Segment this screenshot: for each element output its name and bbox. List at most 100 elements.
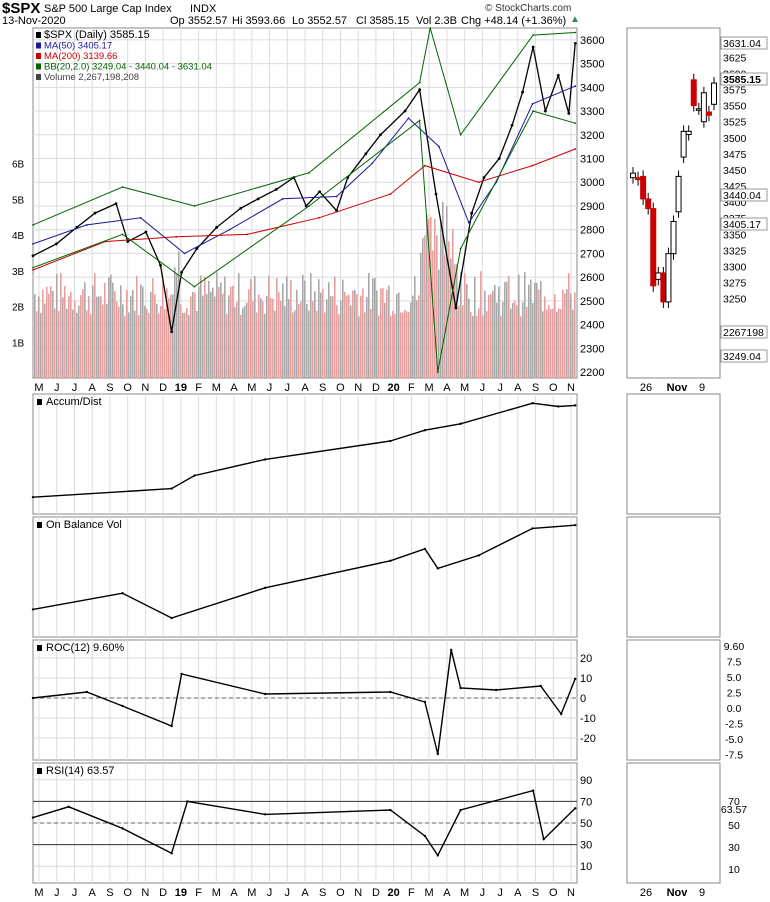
volume-bar — [182, 312, 184, 378]
candle-body — [685, 130, 692, 136]
x-tick-label: J — [285, 887, 291, 899]
volume-bar — [72, 309, 74, 378]
volume-bar — [428, 218, 430, 378]
candle-body — [690, 79, 697, 107]
header-name: S&P 500 Large Cap Index — [44, 3, 172, 15]
candle-body — [655, 272, 662, 280]
volume-bar — [486, 311, 488, 378]
x-tick-label: J — [267, 887, 273, 899]
legend-entry: Volume 2,267,198,208 — [44, 72, 139, 83]
rsi-point — [67, 805, 70, 808]
volume-bar — [128, 312, 130, 378]
volume-bar — [410, 302, 412, 378]
zoom-frame-rsi — [626, 762, 721, 884]
volume-bar — [456, 264, 458, 378]
price-point — [318, 190, 322, 194]
x-tick-label: M — [425, 887, 434, 899]
volume-bar — [290, 280, 292, 378]
price-tick-label: 3400 — [580, 82, 604, 94]
volume-bar — [306, 303, 308, 378]
price-tick-label: 3500 — [580, 59, 604, 71]
x-tick-label: M — [425, 382, 434, 394]
volume-bar — [494, 285, 496, 378]
price-point — [510, 123, 514, 127]
volume-bar — [120, 285, 122, 378]
accum_dist-point — [389, 439, 392, 443]
price-point — [407, 117, 410, 120]
price-point — [215, 225, 219, 229]
zoom-frame-ad — [626, 393, 721, 515]
volume-bar — [332, 296, 334, 378]
candle-body — [635, 177, 642, 181]
volume-bar — [474, 277, 476, 378]
volume-bar — [260, 298, 262, 378]
obv-point — [31, 608, 35, 611]
volume-bar — [572, 309, 574, 378]
volume-bar — [40, 312, 42, 378]
volume-bar — [552, 308, 554, 378]
price-point — [318, 216, 320, 219]
price-point — [31, 254, 35, 258]
volume-bar — [204, 276, 206, 378]
volume-bar — [246, 302, 248, 378]
volume-bar — [88, 296, 90, 378]
volume-bar — [358, 316, 360, 378]
price-point — [424, 164, 426, 167]
price-point — [470, 211, 474, 215]
candle-body — [705, 111, 712, 116]
price-point — [556, 74, 560, 77]
volume-bar — [64, 286, 66, 378]
price-point — [403, 109, 407, 113]
zoom-roc-tick: -7.5 — [725, 750, 743, 762]
price-point — [531, 45, 535, 49]
volume-bar — [52, 291, 54, 378]
roc-point — [574, 677, 577, 680]
accum_dist-point — [574, 404, 577, 407]
volume-bar — [322, 288, 324, 378]
volume-bar — [406, 311, 408, 378]
x-tick-label: F — [195, 887, 202, 899]
roc-point — [85, 690, 89, 694]
volume-bar — [162, 280, 164, 378]
volume-bar — [510, 308, 512, 378]
candle-body — [670, 220, 677, 255]
roc-point — [180, 672, 183, 676]
volume-bar — [416, 300, 418, 378]
x-tick-label: M — [460, 887, 469, 899]
accum_dist-point — [193, 474, 196, 477]
roc-point — [560, 712, 563, 716]
volume-bar — [502, 301, 504, 378]
volume-bar — [400, 312, 402, 378]
zoom-roc-tick: -5.0 — [725, 734, 743, 746]
zoom-value-tag — [720, 72, 768, 86]
zoom-price-tick: 3575 — [723, 84, 747, 96]
price-tick-label: 2800 — [580, 225, 604, 237]
volume-bar — [240, 314, 242, 378]
zoom-value-tag-text: 3440.04 — [723, 190, 761, 202]
x-tick-label: J — [497, 382, 503, 394]
zoom-price-tick: 3525 — [723, 117, 747, 129]
price-point — [281, 197, 284, 200]
volume-bar — [270, 298, 272, 378]
price-tick-label: 3200 — [580, 130, 604, 142]
header-symbol: $SPX — [2, 0, 41, 17]
price-tick-label: 3600 — [580, 35, 604, 47]
candle-body — [665, 253, 672, 303]
volume-bar — [48, 293, 50, 378]
zoom-roc-tick: 5.0 — [727, 672, 742, 684]
x-tick-label: N — [354, 382, 362, 394]
roc-point — [264, 692, 267, 696]
volume-bar — [312, 301, 314, 378]
candle-body — [675, 175, 682, 213]
price-point — [170, 330, 174, 334]
zoom-value-tag — [720, 325, 768, 339]
x-tick-label: 19 — [175, 887, 187, 899]
obv-point — [423, 547, 427, 551]
volume-bar — [328, 282, 330, 378]
roc-point — [121, 704, 124, 708]
volume-bar — [308, 310, 310, 378]
volume-bar — [262, 301, 264, 378]
volume-bar — [84, 282, 86, 378]
volume-bar — [402, 312, 404, 378]
x-tick-label: A — [301, 382, 309, 394]
